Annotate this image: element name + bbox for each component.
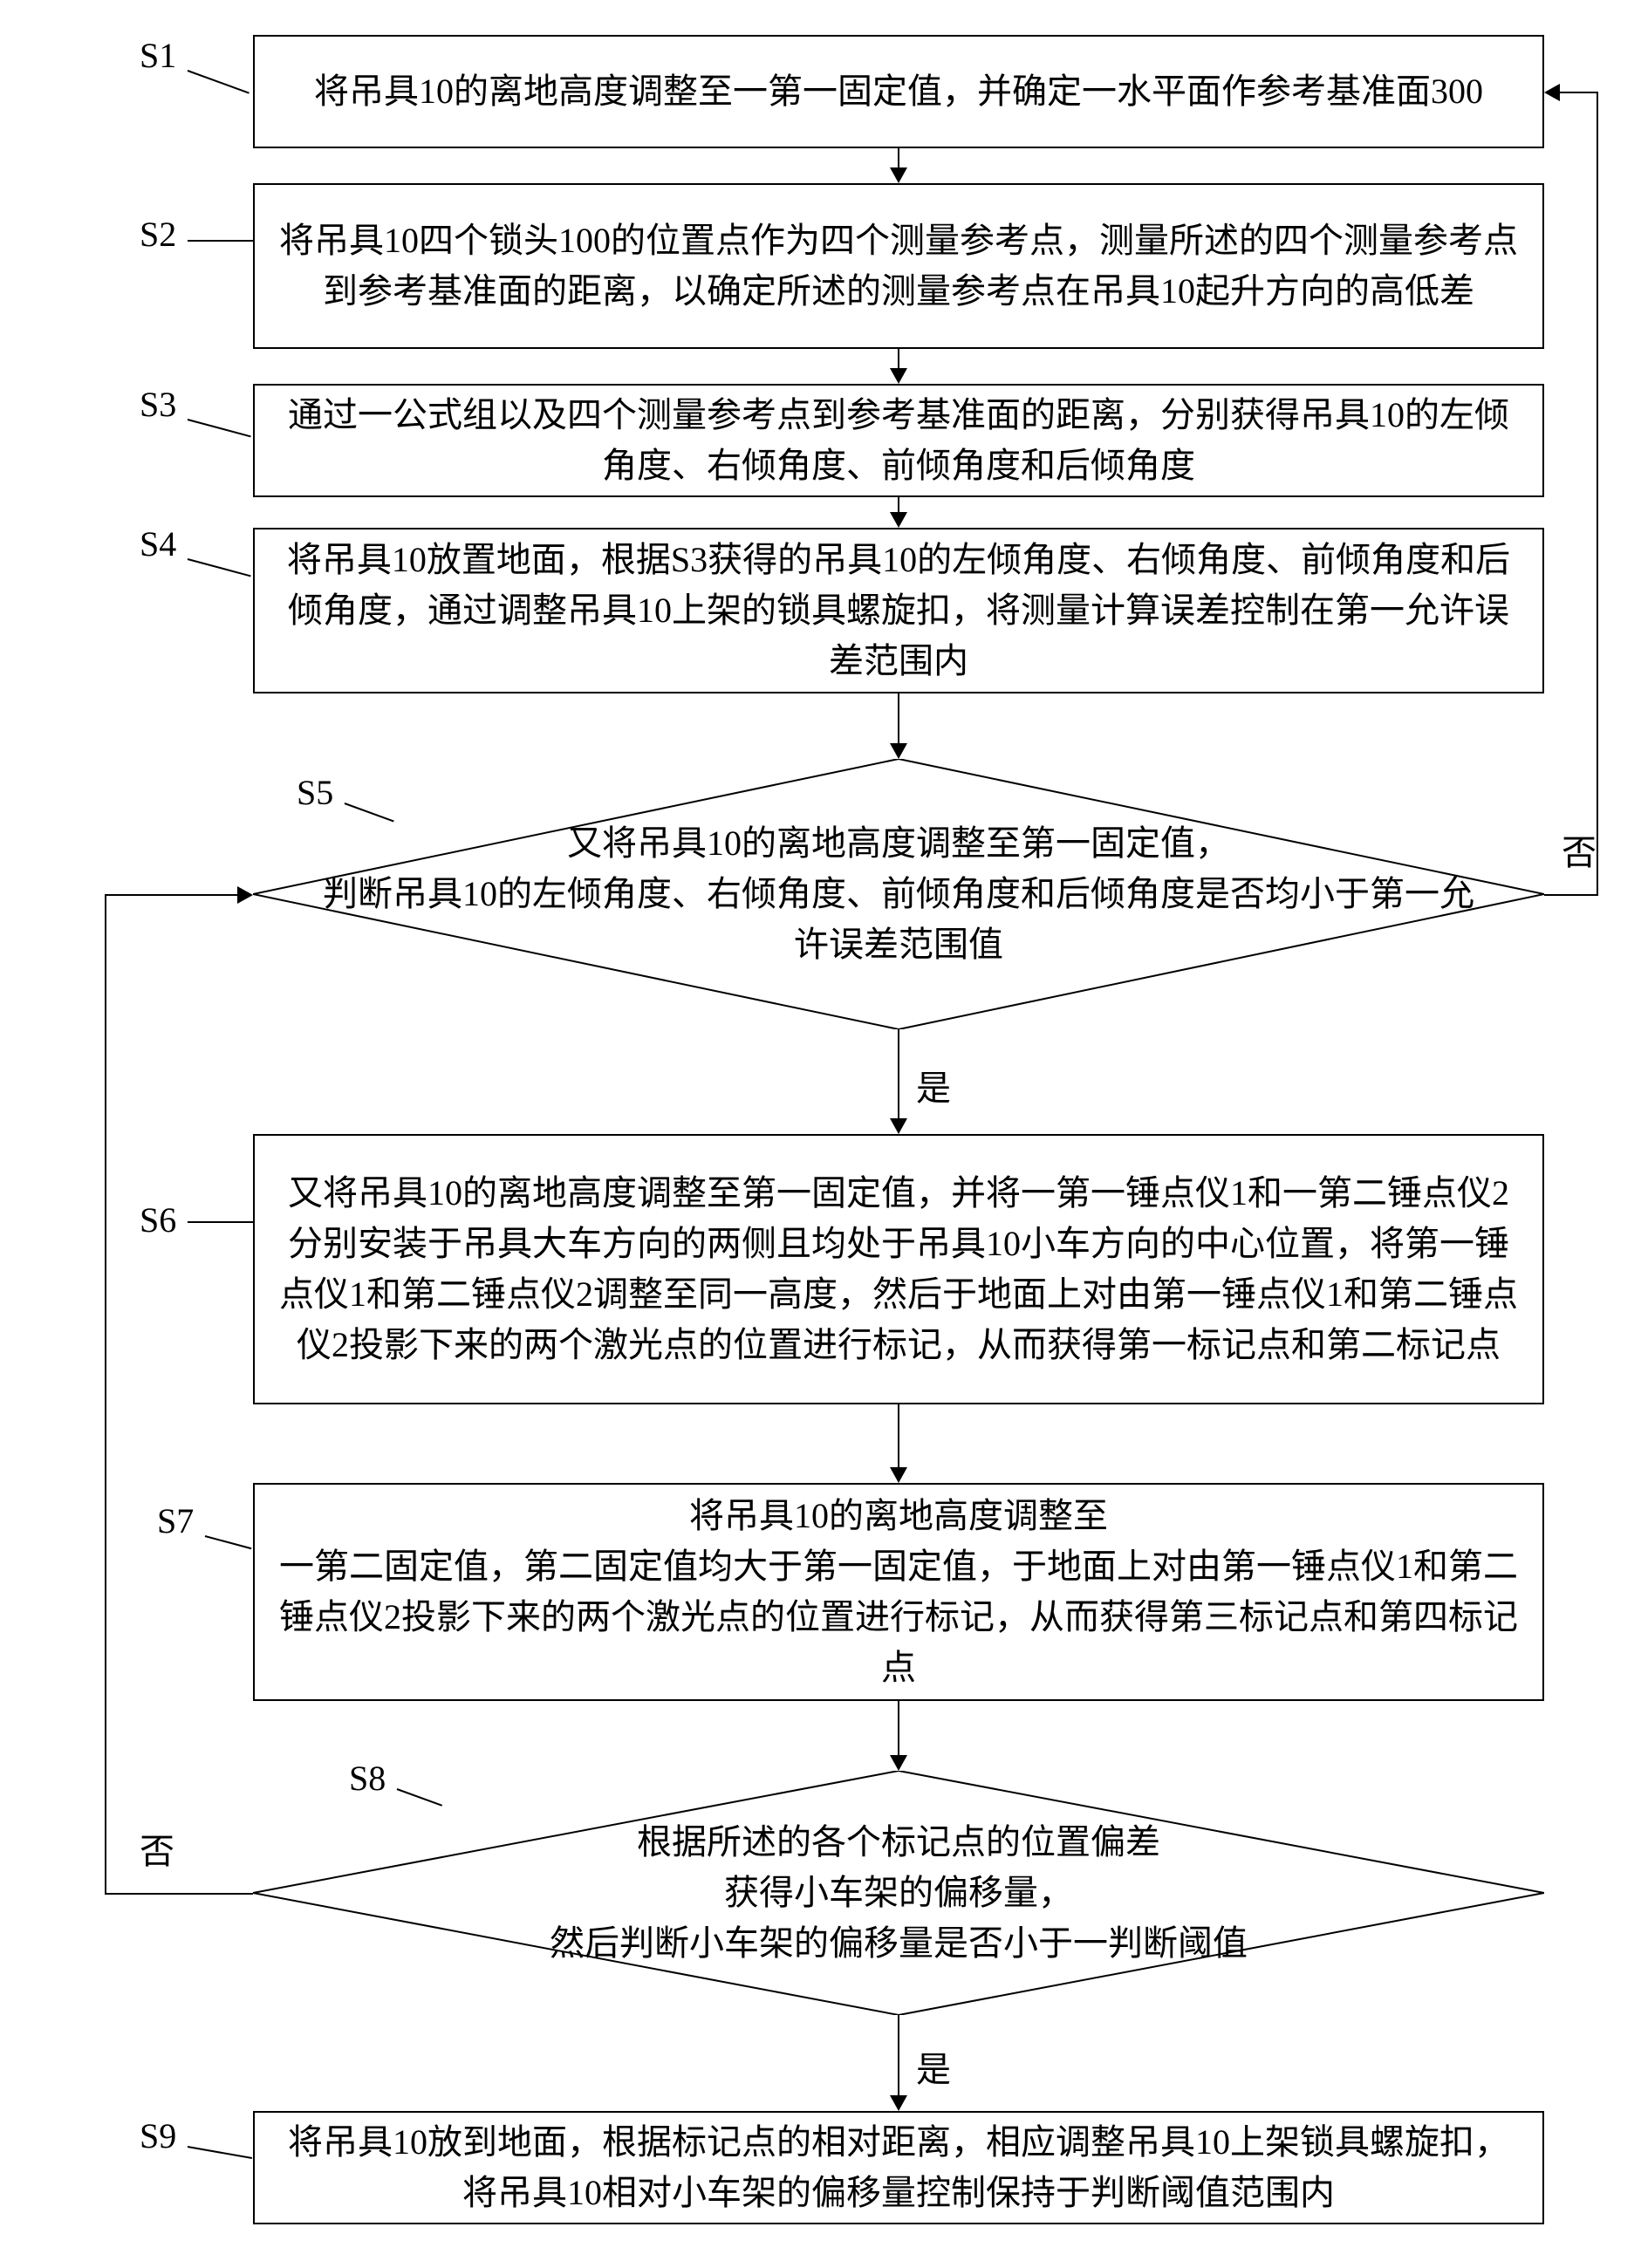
arrow-head-s8-no [237, 886, 253, 904]
arrow-s6-s7 [898, 1404, 899, 1470]
arrow-s5-no-h2 [1560, 92, 1598, 93]
process-s2: 将吊具10四个锁头100的位置点作为四个测量参考点，测量所述的四个测量参考点到参… [253, 183, 1544, 349]
step-label-s9: S9 [140, 2115, 176, 2156]
step-label-s7: S7 [157, 1500, 194, 1541]
yes-label-s5: 是 [916, 1060, 951, 1110]
label-connector-s6 [188, 1221, 253, 1223]
arrow-head-s6-s7 [890, 1467, 907, 1483]
flowchart-container: S1 将吊具10的离地高度调整至一第一固定值，并确定一水平面作参考基准面300 … [26, 35, 1615, 2233]
arrow-head-s3-s4 [890, 512, 907, 528]
decision-s5: 又将吊具10的离地高度调整至第一固定值， 判断吊具10的左倾角度、右倾角度、前倾… [253, 759, 1544, 1029]
process-s1-text: 将吊具10的离地高度调整至一第一固定值，并确定一水平面作参考基准面300 [314, 66, 1483, 117]
arrow-head-s4-s5 [890, 743, 907, 759]
arrow-head-s5-no [1544, 84, 1560, 101]
label-connector-s1 [188, 70, 250, 94]
arrow-s4-s5 [898, 693, 899, 746]
process-s2-text: 将吊具10四个锁头100的位置点作为四个测量参考点，测量所述的四个测量参考点到参… [272, 215, 1525, 317]
process-s1: 将吊具10的离地高度调整至一第一固定值，并确定一水平面作参考基准面300 [253, 35, 1544, 148]
process-s7: 将吊具10的离地高度调整至 一第二固定值，第二固定值均大于第一固定值，于地面上对… [253, 1483, 1544, 1701]
label-connector-s7 [205, 1535, 252, 1549]
arrow-head-s8-s9 [890, 2095, 907, 2111]
process-s9-text: 将吊具10放到地面，根据标记点的相对距离，相应调整吊具10上架锁具螺旋扣，将吊具… [272, 2117, 1525, 2218]
decision-s5-text: 又将吊具10的离地高度调整至第一固定值， 判断吊具10的左倾角度、右倾角度、前倾… [253, 818, 1544, 970]
process-s4: 将吊具10放置地面，根据S3获得的吊具10的左倾角度、右倾角度、前倾角度和后倾角… [253, 528, 1544, 693]
arrow-s8-s9 [898, 2015, 899, 2098]
process-s7-text: 将吊具10的离地高度调整至 一第二固定值，第二固定值均大于第一固定值，于地面上对… [272, 1491, 1525, 1693]
arrow-s5-no-h [1544, 894, 1597, 896]
process-s3: 通过一公式组以及四个测量参考点到参考基准面的距离，分别获得吊具10的左倾角度、右… [253, 384, 1544, 497]
label-connector-s3 [188, 419, 251, 437]
decision-s8-text: 根据所述的各个标记点的位置偏差 获得小车架的偏移量， 然后判断小车架的偏移量是否… [253, 1817, 1544, 1969]
arrow-s8-no-h [105, 1893, 253, 1895]
arrow-s8-no-v [105, 894, 106, 1895]
step-label-s1: S1 [140, 35, 176, 76]
label-connector-s2 [188, 240, 253, 242]
yes-label-s8: 是 [916, 2041, 951, 2092]
process-s4-text: 将吊具10放置地面，根据S3获得的吊具10的左倾角度、右倾角度、前倾角度和后倾角… [272, 535, 1525, 687]
decision-s8: 根据所述的各个标记点的位置偏差 获得小车架的偏移量， 然后判断小车架的偏移量是否… [253, 1771, 1544, 2015]
arrow-head-s1-s2 [890, 167, 907, 183]
arrow-s8-no-h2 [105, 894, 240, 896]
step-label-s2: S2 [140, 214, 176, 255]
arrow-s5-no-v [1597, 92, 1598, 896]
process-s9: 将吊具10放到地面，根据标记点的相对距离，相应调整吊具10上架锁具螺旋扣，将吊具… [253, 2111, 1544, 2224]
process-s6: 又将吊具10的离地高度调整至第一固定值，并将一第一锤点仪1和一第二锤点仪2分别安… [253, 1134, 1544, 1404]
label-connector-s4 [188, 558, 251, 577]
no-label-s5: 否 [1562, 824, 1597, 875]
step-label-s4: S4 [140, 523, 176, 564]
arrow-s5-s6 [898, 1029, 899, 1121]
label-connector-s9 [188, 2146, 252, 2159]
arrow-s7-s8 [898, 1701, 899, 1758]
arrow-head-s2-s3 [890, 368, 907, 384]
step-label-s6: S6 [140, 1199, 176, 1240]
arrow-head-s5-s6 [890, 1118, 907, 1134]
no-label-s8: 否 [140, 1823, 174, 1874]
step-label-s3: S3 [140, 384, 176, 425]
process-s3-text: 通过一公式组以及四个测量参考点到参考基准面的距离，分别获得吊具10的左倾角度、右… [272, 390, 1525, 491]
arrow-head-s7-s8 [890, 1755, 907, 1771]
process-s6-text: 又将吊具10的离地高度调整至第一固定值，并将一第一锤点仪1和一第二锤点仪2分别安… [272, 1168, 1525, 1370]
